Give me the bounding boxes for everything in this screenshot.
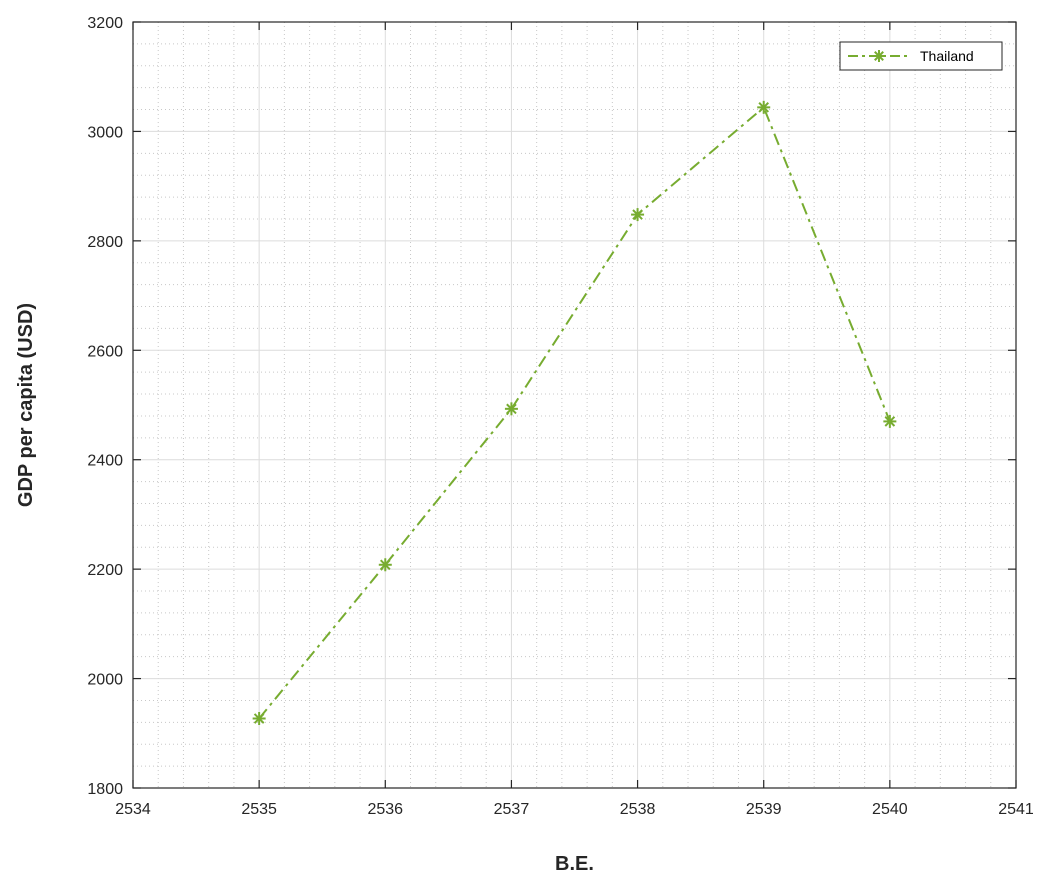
legend: Thailand: [839, 41, 1003, 71]
y-tick-label: 2400: [87, 453, 123, 470]
x-tick-label: 2538: [620, 801, 656, 818]
data-point: [757, 100, 771, 114]
y-axis-title: GDP per capita (USD): [15, 303, 37, 507]
series-line-thailand: [258, 105, 891, 720]
x-tick-label: 2534: [115, 801, 151, 818]
x-tick-label: 2541: [998, 801, 1034, 818]
y-tick-label: 2800: [87, 234, 123, 251]
data-point: [378, 558, 392, 572]
legend-marker: [873, 50, 885, 62]
data-point: [504, 402, 518, 416]
axis-ticks: [132, 21, 1017, 789]
y-tick-label: 2200: [87, 562, 123, 579]
data-point: [883, 414, 897, 428]
x-tick-label: 2540: [872, 801, 908, 818]
x-tick-label: 2536: [367, 801, 403, 818]
plot-frame: [132, 21, 1017, 789]
x-axis-title: B.E.: [555, 853, 594, 875]
y-tick-label: 3000: [87, 124, 123, 141]
x-tick-label: 2537: [494, 801, 530, 818]
y-tick-label: 3200: [87, 15, 123, 32]
series-layer: [252, 100, 897, 726]
y-tick-label: 2000: [87, 672, 123, 689]
data-point: [631, 208, 645, 222]
y-tick-label: 2600: [87, 343, 123, 360]
legend-box: [839, 41, 1003, 71]
y-tick-label: 1800: [87, 781, 123, 798]
x-tick-label: 2539: [746, 801, 782, 818]
x-tick-label: 2535: [241, 801, 277, 818]
data-point: [252, 712, 266, 726]
legend-label: Thailand: [920, 48, 974, 64]
major-grid: [132, 21, 1017, 789]
x-tick-labels: 2534 2535 2536 2537 2538 2539 2540 2541: [115, 801, 1034, 818]
y-tick-labels: 1800 2000 2200 2400 2600 2800 3000 3200: [87, 15, 123, 798]
